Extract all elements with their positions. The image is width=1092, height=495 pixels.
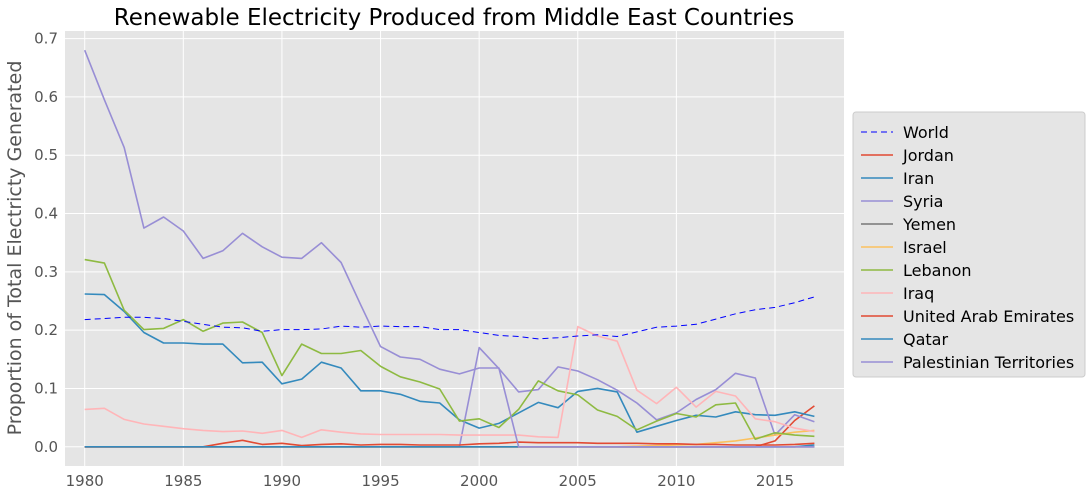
y-axis-ticks: 0.0 0.1 0.2 0.3 0.4 0.5 0.6 0.7: [34, 30, 58, 456]
x-tick-label: 1990: [263, 472, 301, 490]
legend-label: Iraq: [903, 284, 934, 303]
y-tick-label: 0.1: [34, 379, 58, 397]
gridlines: [65, 31, 844, 466]
y-tick-label: 0.3: [34, 263, 58, 281]
legend-label: Yemen: [902, 215, 956, 234]
legend-label: Israel: [903, 238, 947, 257]
series-line-world: [84, 296, 815, 340]
x-axis-ticks: 1980 1985 1990 1995 2000 2005 2010 2015: [66, 472, 794, 490]
y-tick-label: 0.7: [34, 30, 58, 48]
x-tick-label: 2005: [559, 472, 597, 490]
legend-label: Syria: [903, 192, 943, 211]
legend-label: Qatar: [903, 330, 948, 349]
legend-label: Lebanon: [903, 261, 972, 280]
chart-title: Renewable Electricity Produced from Midd…: [114, 5, 794, 31]
y-tick-label: 0.2: [34, 321, 58, 339]
legend-label: World: [903, 123, 949, 142]
x-tick-label: 2010: [657, 472, 695, 490]
y-tick-label: 0.6: [34, 88, 58, 106]
x-tick-label: 1995: [361, 472, 399, 490]
legend-label: United Arab Emirates: [903, 307, 1074, 326]
y-axis-label: Proportion of Total Electricty Generated: [4, 61, 26, 436]
plot-area: [65, 31, 844, 466]
legend-box: [852, 111, 1086, 378]
y-tick-label: 0.0: [34, 438, 58, 456]
series-line-iraq: [84, 325, 815, 439]
legend-label: Palestinian Territories: [903, 353, 1074, 372]
y-tick-label: 0.4: [34, 205, 58, 223]
x-tick-label: 2000: [460, 472, 498, 490]
legend-label: Iran: [903, 169, 934, 188]
legend-label: Jordan: [902, 146, 954, 165]
series-line-palestinian-territories: [83, 49, 815, 448]
series-line-lebanon: [84, 258, 815, 441]
y-tick-label: 0.5: [34, 146, 58, 164]
x-tick-label: 1985: [164, 472, 202, 490]
x-tick-label: 1980: [66, 472, 104, 490]
legend: World Jordan Iran Syria Yemen Israel Lebanon Ir…: [852, 111, 1086, 378]
x-tick-label: 2015: [756, 472, 794, 490]
series-lines: [83, 49, 815, 448]
